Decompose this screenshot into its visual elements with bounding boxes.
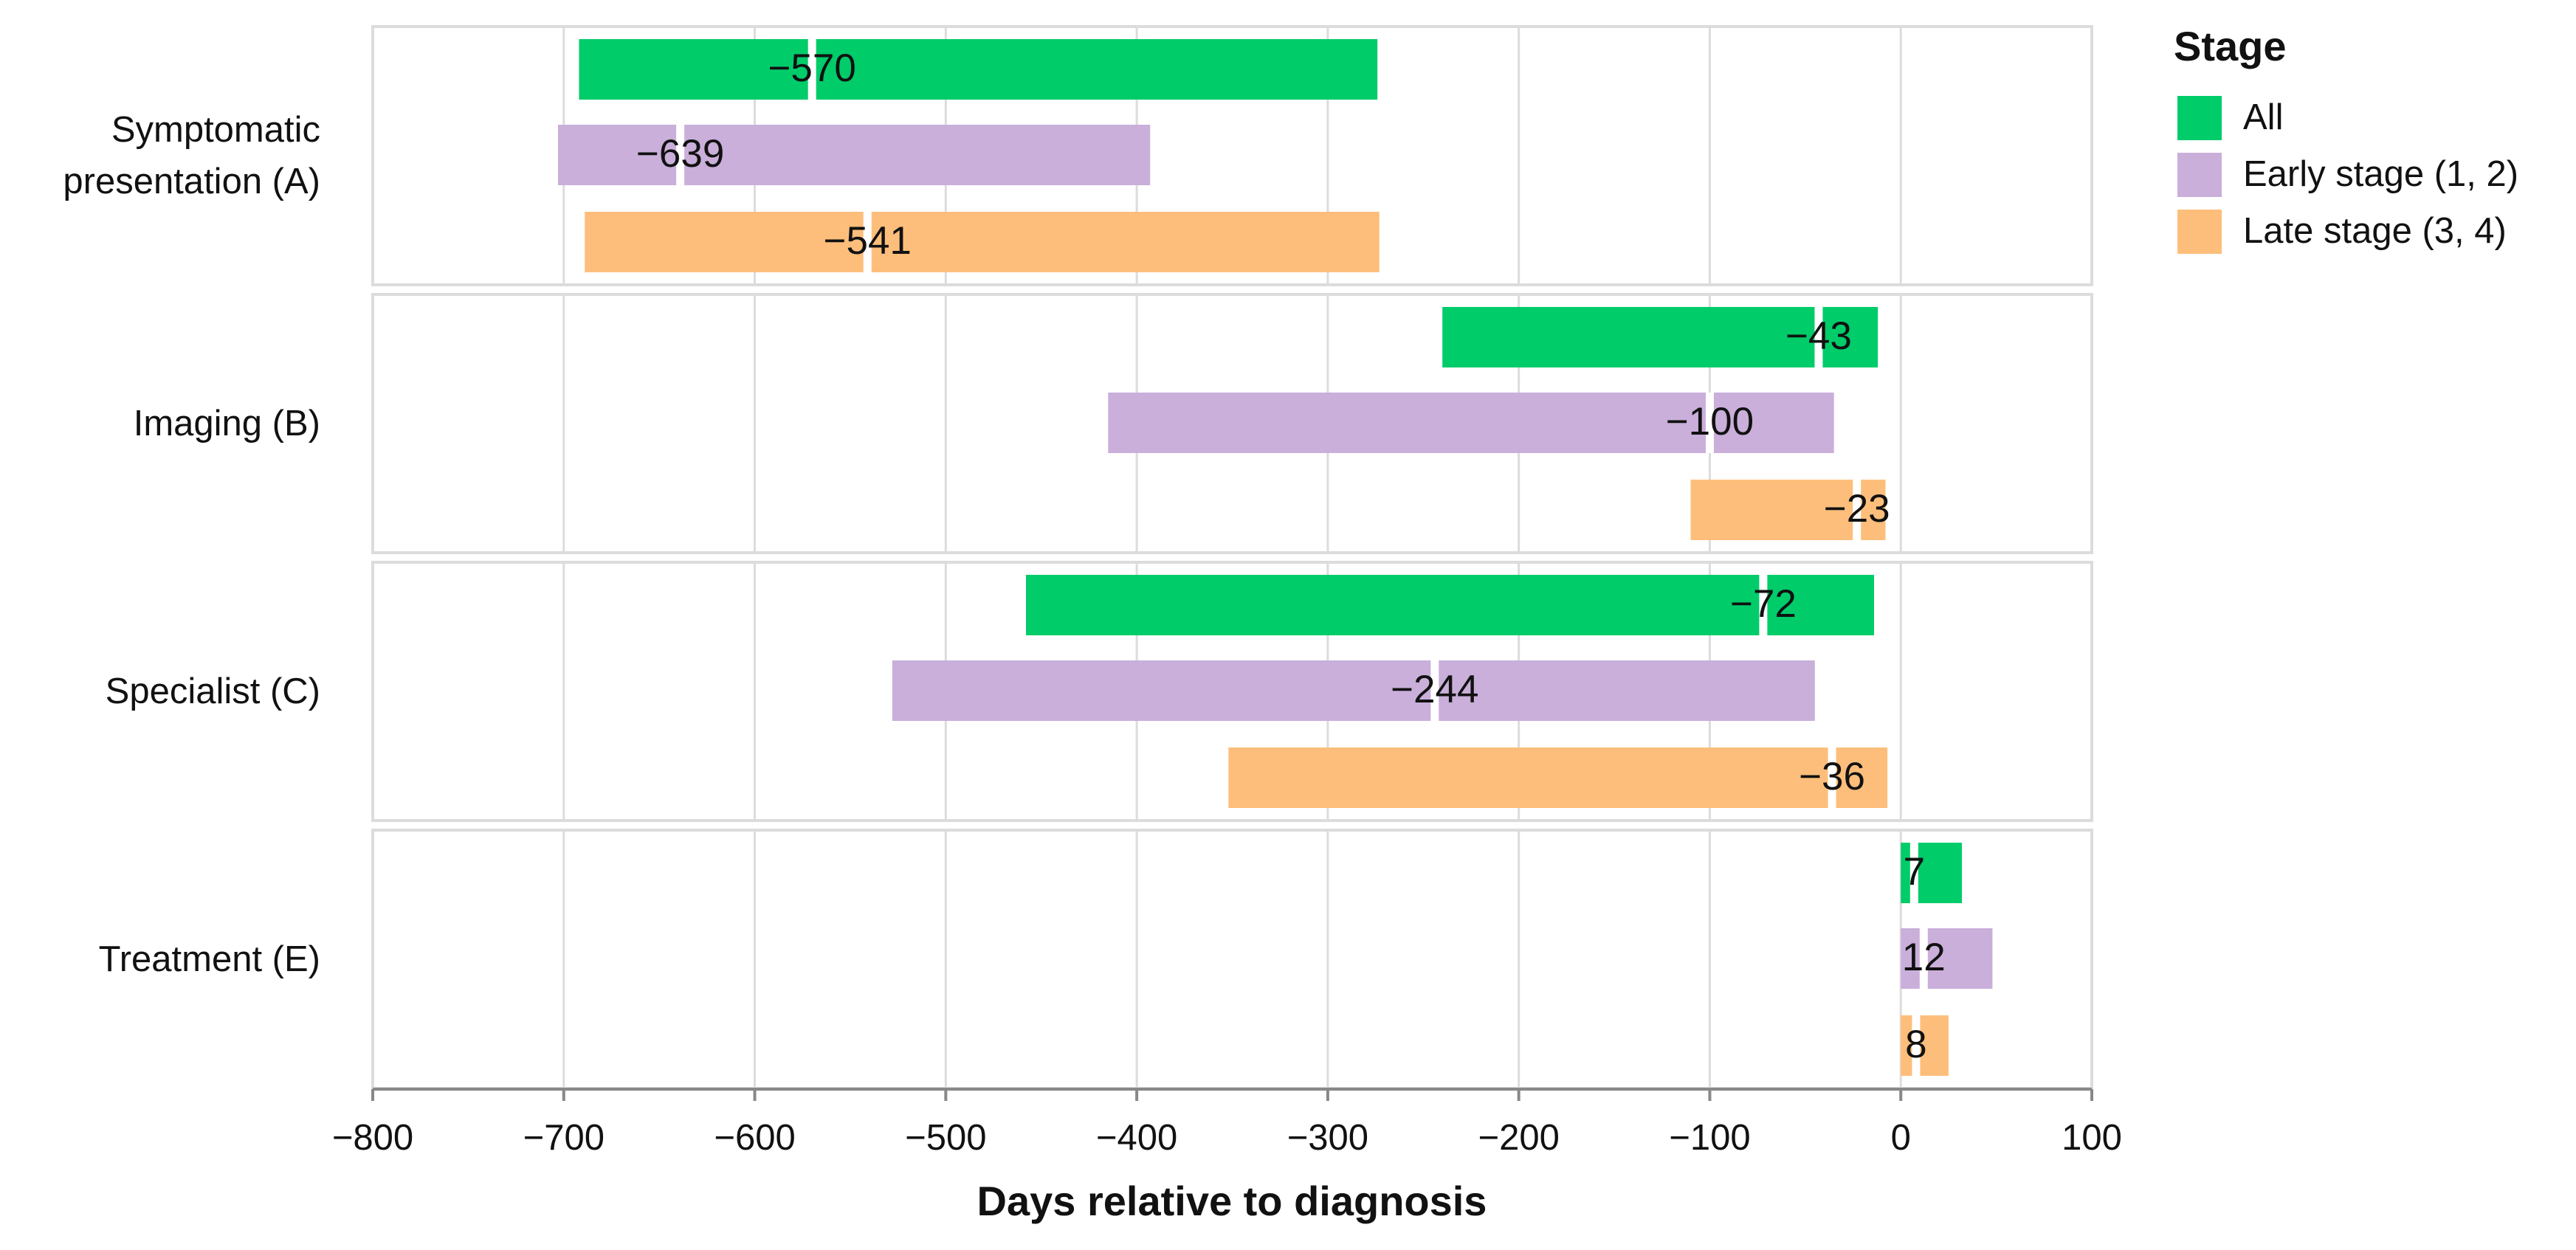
value-label: −100 xyxy=(1666,400,1754,443)
category-label: Imaging (B) xyxy=(133,404,320,443)
range-bar xyxy=(1228,747,1888,808)
x-tick-label: 100 xyxy=(2062,1118,2122,1158)
panel-frame xyxy=(371,829,2093,1090)
value-label: 8 xyxy=(1905,1023,1926,1066)
legend-label: Late stage (3, 4) xyxy=(2243,211,2507,251)
x-tick-label: −700 xyxy=(523,1118,605,1158)
value-label: −43 xyxy=(1785,314,1852,358)
legend-label: Early stage (1, 2) xyxy=(2243,154,2518,194)
range-bar xyxy=(585,212,1380,272)
range-bar xyxy=(1901,1015,1949,1076)
legend-label: All xyxy=(2243,97,2283,137)
range-bar xyxy=(1901,928,1993,989)
value-label: −36 xyxy=(1799,755,1865,798)
legend-title: Stage xyxy=(2174,23,2287,69)
x-tick-label: −300 xyxy=(1287,1118,1368,1158)
x-tick-label: −600 xyxy=(714,1118,795,1158)
category-label: Specialist (C) xyxy=(105,671,320,711)
value-label: 7 xyxy=(1904,850,1925,894)
x-tick-label: 0 xyxy=(1891,1118,1911,1158)
panel-frame xyxy=(371,25,2093,286)
value-label: −570 xyxy=(768,46,855,90)
category-label: Symptomatic presentation (A) xyxy=(63,110,320,201)
range-bar xyxy=(1442,307,1878,367)
legend-swatch xyxy=(2177,210,2222,254)
value-label: −541 xyxy=(824,219,912,263)
range-bar xyxy=(579,39,1378,100)
x-tick-label: −200 xyxy=(1478,1118,1559,1158)
x-tick-label: −500 xyxy=(905,1118,986,1158)
value-label: 12 xyxy=(1902,936,1946,979)
legend-swatch xyxy=(2177,153,2222,197)
value-label: −244 xyxy=(1391,668,1478,711)
x-tick-label: −800 xyxy=(332,1118,413,1158)
range-bar xyxy=(892,660,1815,721)
panel-frame xyxy=(371,561,2093,822)
value-label: −23 xyxy=(1824,487,1890,531)
panel-frame xyxy=(371,293,2093,554)
value-label: −639 xyxy=(636,132,724,176)
x-tick-label: −100 xyxy=(1669,1118,1750,1158)
range-bar xyxy=(558,125,1151,185)
x-tick-label: −400 xyxy=(1096,1118,1177,1158)
category-label: Treatment (E) xyxy=(98,939,320,979)
x-axis-title: Days relative to diagnosis xyxy=(977,1178,1487,1224)
range-bar xyxy=(1026,575,1874,635)
legend-swatch xyxy=(2177,96,2222,140)
value-label: −72 xyxy=(1730,582,1797,626)
